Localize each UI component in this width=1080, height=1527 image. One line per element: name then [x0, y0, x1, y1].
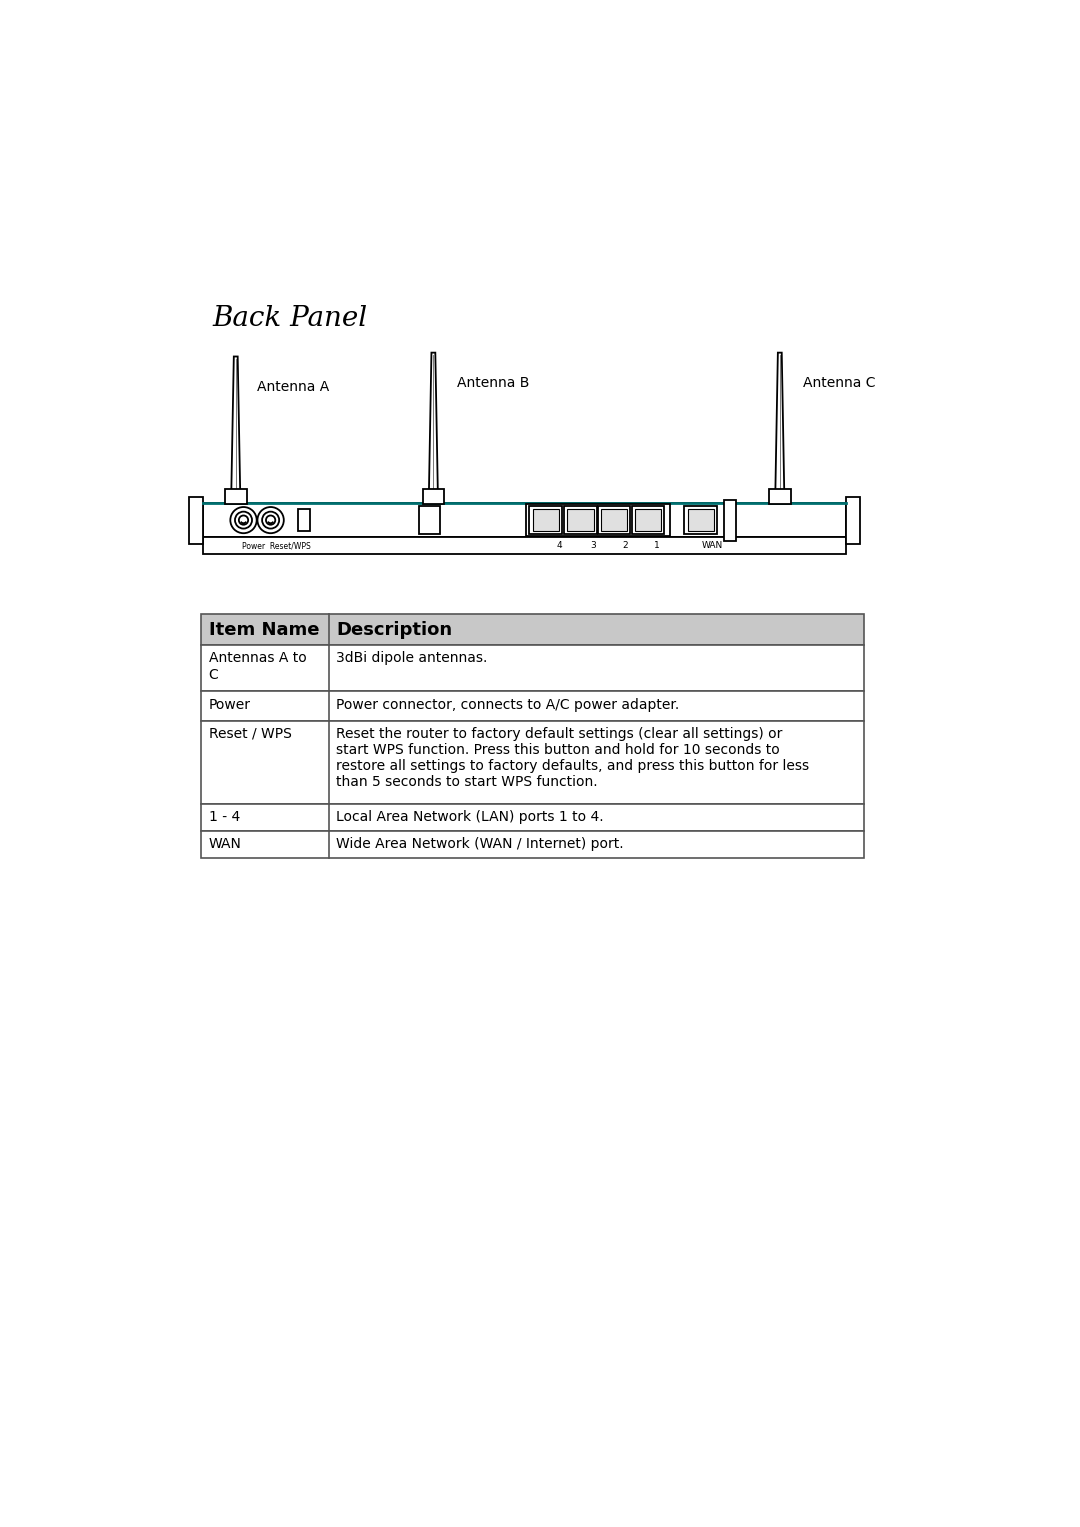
Text: Local Area Network (LAN) ports 1 to 4.: Local Area Network (LAN) ports 1 to 4.: [337, 809, 604, 825]
Text: Item Name: Item Name: [208, 621, 319, 638]
Bar: [201, 831, 864, 858]
Bar: [769, 489, 791, 504]
Bar: [724, 499, 737, 541]
Text: Reset the router to factory default settings (clear all settings) or
start WPS f: Reset the router to factory default sett…: [337, 727, 810, 789]
Text: Antennas A to
C: Antennas A to C: [208, 652, 307, 681]
Bar: [688, 510, 714, 531]
Circle shape: [266, 516, 275, 525]
Bar: [526, 504, 670, 536]
Bar: [635, 510, 661, 531]
Bar: [529, 507, 562, 534]
Text: 2: 2: [623, 542, 629, 550]
Circle shape: [230, 507, 257, 533]
Text: Antenna A: Antenna A: [257, 380, 329, 394]
Bar: [847, 496, 861, 544]
Bar: [597, 507, 631, 534]
Bar: [201, 646, 864, 692]
Polygon shape: [429, 353, 438, 502]
Text: Power: Power: [208, 698, 251, 712]
Text: WAN: WAN: [208, 837, 242, 851]
Text: Antenna B: Antenna B: [457, 376, 529, 389]
Text: Description: Description: [337, 621, 453, 638]
Bar: [632, 507, 664, 534]
Circle shape: [239, 516, 248, 525]
Bar: [567, 510, 594, 531]
Bar: [565, 507, 597, 534]
Bar: [201, 803, 864, 831]
Circle shape: [257, 507, 284, 533]
Bar: [201, 614, 864, 646]
Bar: [203, 538, 847, 554]
Text: 4: 4: [557, 542, 563, 550]
Text: Reset / WPS: Reset / WPS: [208, 727, 292, 741]
Text: 3: 3: [590, 542, 596, 550]
Bar: [422, 489, 444, 504]
Text: Back Panel: Back Panel: [213, 305, 367, 331]
Text: 1 - 4: 1 - 4: [208, 809, 240, 825]
Bar: [419, 505, 441, 534]
Bar: [600, 510, 627, 531]
Bar: [225, 489, 246, 504]
Bar: [201, 692, 864, 721]
Text: Power  Reset/WPS: Power Reset/WPS: [242, 542, 311, 550]
Text: 3dBi dipole antennas.: 3dBi dipole antennas.: [337, 652, 488, 666]
Text: Wide Area Network (WAN / Internet) port.: Wide Area Network (WAN / Internet) port.: [337, 837, 624, 851]
Polygon shape: [231, 356, 241, 502]
Bar: [532, 510, 559, 531]
Text: WAN: WAN: [702, 542, 723, 550]
Bar: [685, 507, 717, 534]
Text: 1: 1: [653, 542, 660, 550]
Bar: [298, 508, 310, 531]
Text: Power connector, connects to A/C power adapter.: Power connector, connects to A/C power a…: [337, 698, 679, 712]
Text: Antenna C: Antenna C: [804, 376, 876, 389]
Bar: [189, 496, 203, 544]
Bar: [201, 721, 864, 803]
Polygon shape: [775, 353, 784, 502]
Bar: [203, 502, 847, 538]
